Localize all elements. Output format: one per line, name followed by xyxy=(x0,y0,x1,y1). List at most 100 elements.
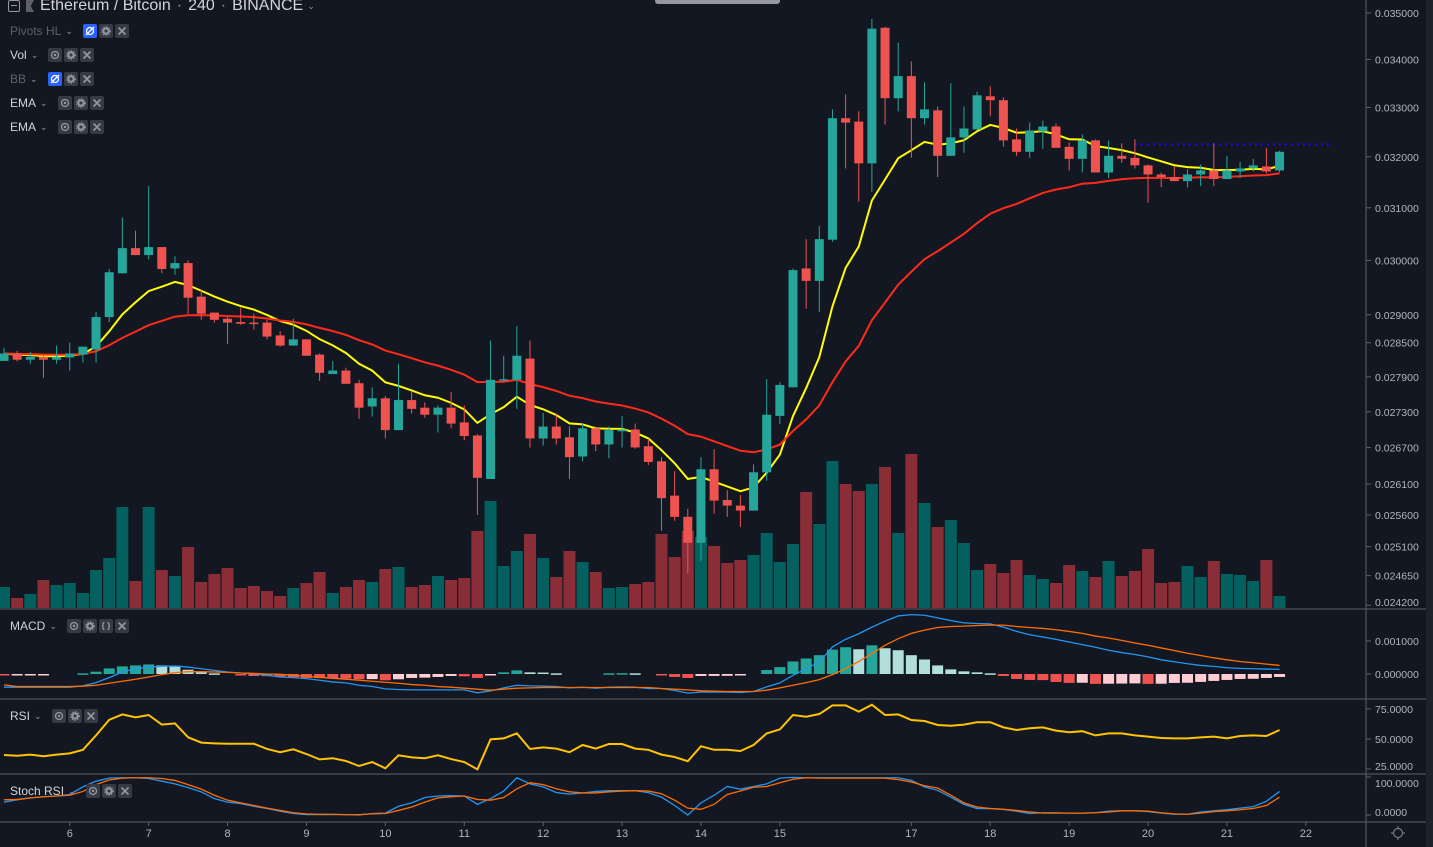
chevron-down-icon[interactable]: ⌄ xyxy=(307,0,315,11)
symbol-title[interactable]: Ethereum / Bitcoin · 240 · BINANCE ⌄ xyxy=(8,0,315,15)
candle-body xyxy=(722,499,732,506)
remove-indicator-button[interactable] xyxy=(114,24,129,38)
candle-body xyxy=(906,76,916,119)
legend-item[interactable]: EMA ⌄ xyxy=(10,119,104,135)
chevron-down-icon[interactable]: ⌄ xyxy=(30,49,39,60)
time-tick-label: 20 xyxy=(1142,828,1154,840)
macd-histogram-bar xyxy=(235,674,247,676)
indicator-settings-button[interactable] xyxy=(82,619,97,633)
legend-item[interactable]: Pivots HL ⌄ xyxy=(10,23,129,39)
stoch-d-line xyxy=(3,777,1280,816)
candle-body xyxy=(762,414,772,473)
candle-body xyxy=(735,505,745,511)
candle xyxy=(472,434,482,515)
indicator-settings-button[interactable] xyxy=(63,72,78,86)
hide-indicator-button[interactable] xyxy=(48,48,63,62)
candle-body xyxy=(446,407,456,424)
flag-icon[interactable] xyxy=(26,0,34,12)
candle-body xyxy=(183,263,193,298)
volume-bar xyxy=(616,587,629,608)
macd-histogram-bar xyxy=(1103,674,1115,684)
candle xyxy=(564,426,574,480)
candle xyxy=(1077,134,1087,173)
indicator-settings-button[interactable] xyxy=(73,120,88,134)
candle xyxy=(38,355,48,379)
volume-bar xyxy=(997,573,1010,608)
settings-gear-icon[interactable] xyxy=(1390,825,1406,841)
hide-indicator-button[interactable] xyxy=(66,619,81,633)
candle xyxy=(1156,172,1166,188)
volume-bar xyxy=(11,598,24,608)
candle xyxy=(841,94,851,169)
volume-bar xyxy=(353,580,366,608)
remove-indicator-button[interactable] xyxy=(114,619,129,633)
chevron-down-icon[interactable]: ⌄ xyxy=(65,25,73,36)
hide-indicator-button[interactable] xyxy=(85,784,100,798)
chevron-down-icon[interactable]: ⌄ xyxy=(40,97,48,108)
candle xyxy=(157,247,167,274)
chevron-down-icon[interactable]: ⌄ xyxy=(30,73,38,84)
macd-histogram-bar xyxy=(774,667,786,674)
candle-body xyxy=(170,263,180,269)
indicator-source-button[interactable] xyxy=(98,619,113,633)
candle xyxy=(380,395,390,439)
remove-indicator-button[interactable] xyxy=(89,96,104,110)
remove-indicator-button[interactable] xyxy=(79,72,94,86)
macd-tick-label: 0.000000 xyxy=(1375,669,1419,681)
candle-body xyxy=(328,370,338,375)
candle xyxy=(394,363,403,431)
volume-bar xyxy=(1050,583,1062,608)
candle xyxy=(1275,150,1285,173)
volume-bar xyxy=(918,503,931,608)
chevron-down-icon[interactable]: ⌄ xyxy=(68,785,76,796)
indicator-settings-button[interactable] xyxy=(101,784,116,798)
candle xyxy=(551,413,561,445)
candle xyxy=(985,86,995,117)
candle-body xyxy=(1012,139,1022,152)
remove-indicator-button[interactable] xyxy=(117,784,132,798)
remove-indicator-button[interactable] xyxy=(83,709,98,723)
candle xyxy=(104,268,114,323)
candle-body xyxy=(1275,151,1285,171)
time-tick-label: 10 xyxy=(379,828,391,840)
indicator-label: MACD xyxy=(10,619,46,633)
scroll-hint-handle[interactable] xyxy=(655,0,780,4)
legend-item[interactable]: Vol ⌄ xyxy=(10,47,95,63)
chevron-down-icon[interactable]: ⌄ xyxy=(34,710,42,721)
candle-body xyxy=(525,358,535,439)
time-axis[interactable]: 6 7 8 9 10 11 12 13 14 15 17 18 19 20 21 22 xyxy=(67,822,1312,840)
legend-item[interactable]: BB ⌄ xyxy=(10,71,94,87)
legend-item[interactable]: EMA ⌄ xyxy=(10,95,104,111)
macd-legend[interactable]: MACD ⌄ xyxy=(10,618,129,634)
hide-indicator-button[interactable] xyxy=(51,709,66,723)
macd-histogram-bar xyxy=(511,670,523,674)
volume-bar xyxy=(1076,571,1089,608)
candle xyxy=(1051,123,1061,148)
candle xyxy=(459,405,469,441)
price-tick-label: 0.026700 xyxy=(1375,442,1419,454)
show-indicator-button[interactable] xyxy=(82,24,97,38)
indicator-settings-button[interactable] xyxy=(73,96,88,110)
chevron-down-icon[interactable]: ⌄ xyxy=(40,121,48,132)
macd-histogram-bar xyxy=(340,674,352,679)
collapse-legend-icon[interactable] xyxy=(8,0,20,12)
hide-indicator-button[interactable] xyxy=(57,96,72,110)
macd-histogram-bar xyxy=(932,665,944,674)
candle xyxy=(775,382,785,425)
rsi-legend[interactable]: RSI ⌄ xyxy=(10,708,98,724)
volume-bar xyxy=(261,591,273,608)
remove-indicator-button[interactable] xyxy=(89,120,104,134)
show-indicator-button[interactable] xyxy=(47,72,62,86)
chevron-down-icon[interactable]: ⌄ xyxy=(49,620,57,631)
stoch-rsi-legend[interactable]: Stoch RSI ⌄ xyxy=(10,783,132,799)
candle xyxy=(183,260,193,314)
indicator-settings-button[interactable] xyxy=(67,709,82,723)
remove-indicator-button[interactable] xyxy=(80,48,95,62)
indicator-settings-button[interactable] xyxy=(98,24,113,38)
volume-bar xyxy=(1102,561,1115,608)
hide-indicator-button[interactable] xyxy=(57,120,72,134)
time-tick-label: 18 xyxy=(984,828,996,840)
indicator-settings-button[interactable] xyxy=(64,48,79,62)
